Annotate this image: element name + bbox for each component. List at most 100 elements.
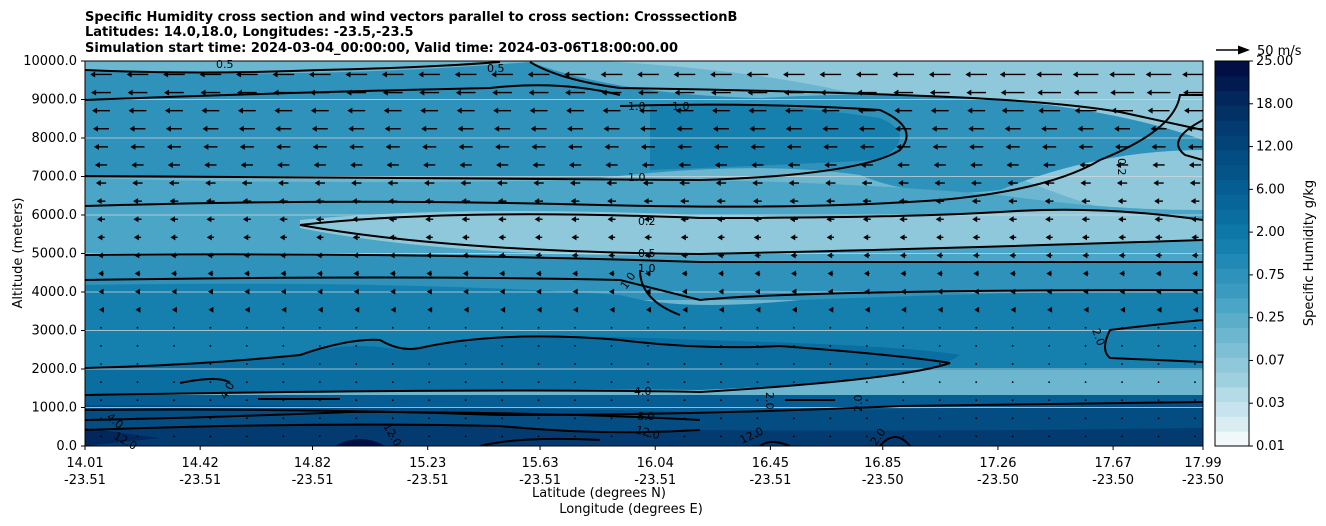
- wind-vector: [1194, 435, 1196, 438]
- wind-vector: [1001, 107, 1007, 114]
- wind-vector: [1005, 143, 1011, 150]
- wind-vector: [565, 89, 571, 96]
- wind-vector: [464, 381, 467, 383]
- y-tick-label: 3000.0: [32, 324, 78, 339]
- colorbar-tick-label: 0.07: [1256, 353, 1285, 368]
- contour-line: [85, 276, 1203, 302]
- wind-vector: [1192, 270, 1198, 277]
- wind-vector: [1189, 180, 1195, 187]
- wind-vector: [573, 306, 579, 313]
- wind-vector: [829, 381, 832, 383]
- wind-vector: [566, 107, 572, 114]
- wind-vector: [645, 270, 651, 277]
- wind-vector: [537, 381, 540, 383]
- wind-vector: [501, 399, 504, 402]
- contour-line: [85, 335, 951, 396]
- wind-vector: [93, 125, 99, 132]
- wind-vector: [1157, 381, 1160, 383]
- wind-vector: [237, 107, 243, 114]
- wind-vector: [900, 252, 906, 259]
- wind-vector: [244, 306, 250, 313]
- wind-vector: [95, 180, 101, 187]
- contour-label: 0.5: [638, 247, 656, 260]
- wind-vector: [749, 125, 755, 132]
- contour-label: 2.0: [1089, 327, 1107, 348]
- wind-vector: [355, 363, 358, 365]
- wind-vector: [316, 234, 322, 241]
- wind-vector: [902, 417, 905, 420]
- wind-vector: [893, 89, 899, 96]
- wind-vector: [244, 270, 250, 277]
- wind-vector: [536, 288, 542, 295]
- wind-vector: [610, 399, 613, 402]
- wind-vector: [643, 198, 649, 205]
- wind-vector: [391, 381, 394, 383]
- wind-vector: [425, 216, 431, 223]
- contour-line: [179, 378, 231, 384]
- wind-vector: [279, 234, 285, 241]
- wind-vector: [130, 143, 136, 150]
- wind-vector: [312, 143, 318, 150]
- wind-vector: [428, 326, 431, 329]
- colorbar-tick-label: 18.00: [1256, 97, 1293, 112]
- wind-vector: [938, 381, 941, 383]
- wind-vector: [381, 71, 387, 78]
- wind-vector: [386, 161, 392, 168]
- contour-line: [85, 103, 908, 182]
- wind-vector: [1187, 143, 1193, 150]
- wind-vector: [756, 417, 759, 420]
- wind-vector: [1115, 143, 1121, 150]
- contour-labels: 0.5 0.5 1.0 1.0 0.2 1.0 0.2 0.5 1.0 1.0 …: [104, 58, 1128, 453]
- wind-vector: [420, 107, 426, 114]
- wind-vector: [315, 198, 321, 205]
- wind-vector: [383, 107, 389, 114]
- wind-vector: [537, 435, 540, 438]
- wind-vector: [1184, 107, 1190, 114]
- wind-vector: [865, 345, 868, 347]
- x-tick-label-lat: 14.42: [182, 456, 219, 471]
- x-tick-label-lon: -23.50: [862, 473, 904, 488]
- wind-vector: [208, 306, 214, 313]
- wind-vector: [245, 381, 248, 383]
- wind-vector: [1190, 198, 1196, 205]
- wind-vector: [975, 435, 978, 438]
- wind-vector: [901, 306, 907, 313]
- wind-vector: [610, 381, 613, 383]
- wind-vector: [173, 363, 175, 365]
- colorbar-segment: [1215, 75, 1249, 92]
- contour-label: 1.0: [628, 171, 646, 184]
- wind-vector: [1078, 143, 1084, 150]
- wind-vector: [829, 326, 832, 329]
- wind-vector: [720, 417, 722, 420]
- wind-vector: [785, 125, 791, 132]
- wind-vector: [97, 252, 103, 259]
- wind-vector: [829, 417, 832, 420]
- wind-vector: [346, 89, 352, 96]
- wind-vector: [677, 143, 683, 150]
- contour-line: [85, 401, 1203, 417]
- wind-vector: [608, 252, 614, 259]
- wind-vector: [389, 252, 395, 259]
- wind-vector: [896, 143, 902, 150]
- wind-vector: [389, 234, 395, 241]
- wind-vector: [318, 363, 321, 365]
- wind-vector: [169, 198, 175, 205]
- wind-vector: [679, 180, 685, 187]
- wind-vector: [382, 89, 388, 96]
- wind-vector: [1111, 107, 1117, 114]
- wind-vector: [100, 326, 102, 329]
- wind-vector: [203, 143, 209, 150]
- wind-vector: [355, 326, 358, 329]
- wind-vector: [355, 417, 358, 420]
- wind-vector: [200, 89, 206, 96]
- wind-vector: [454, 71, 460, 78]
- wind-vector: [127, 89, 133, 96]
- wind-vector: [973, 270, 979, 277]
- wind-vector: [645, 306, 651, 313]
- wind-vector: [604, 143, 610, 150]
- wind-vector: [1048, 435, 1051, 438]
- wind-vector: [309, 71, 314, 78]
- wind-vector: [163, 71, 169, 78]
- wind-vector: [1155, 270, 1161, 277]
- wind-vector: [1008, 198, 1014, 205]
